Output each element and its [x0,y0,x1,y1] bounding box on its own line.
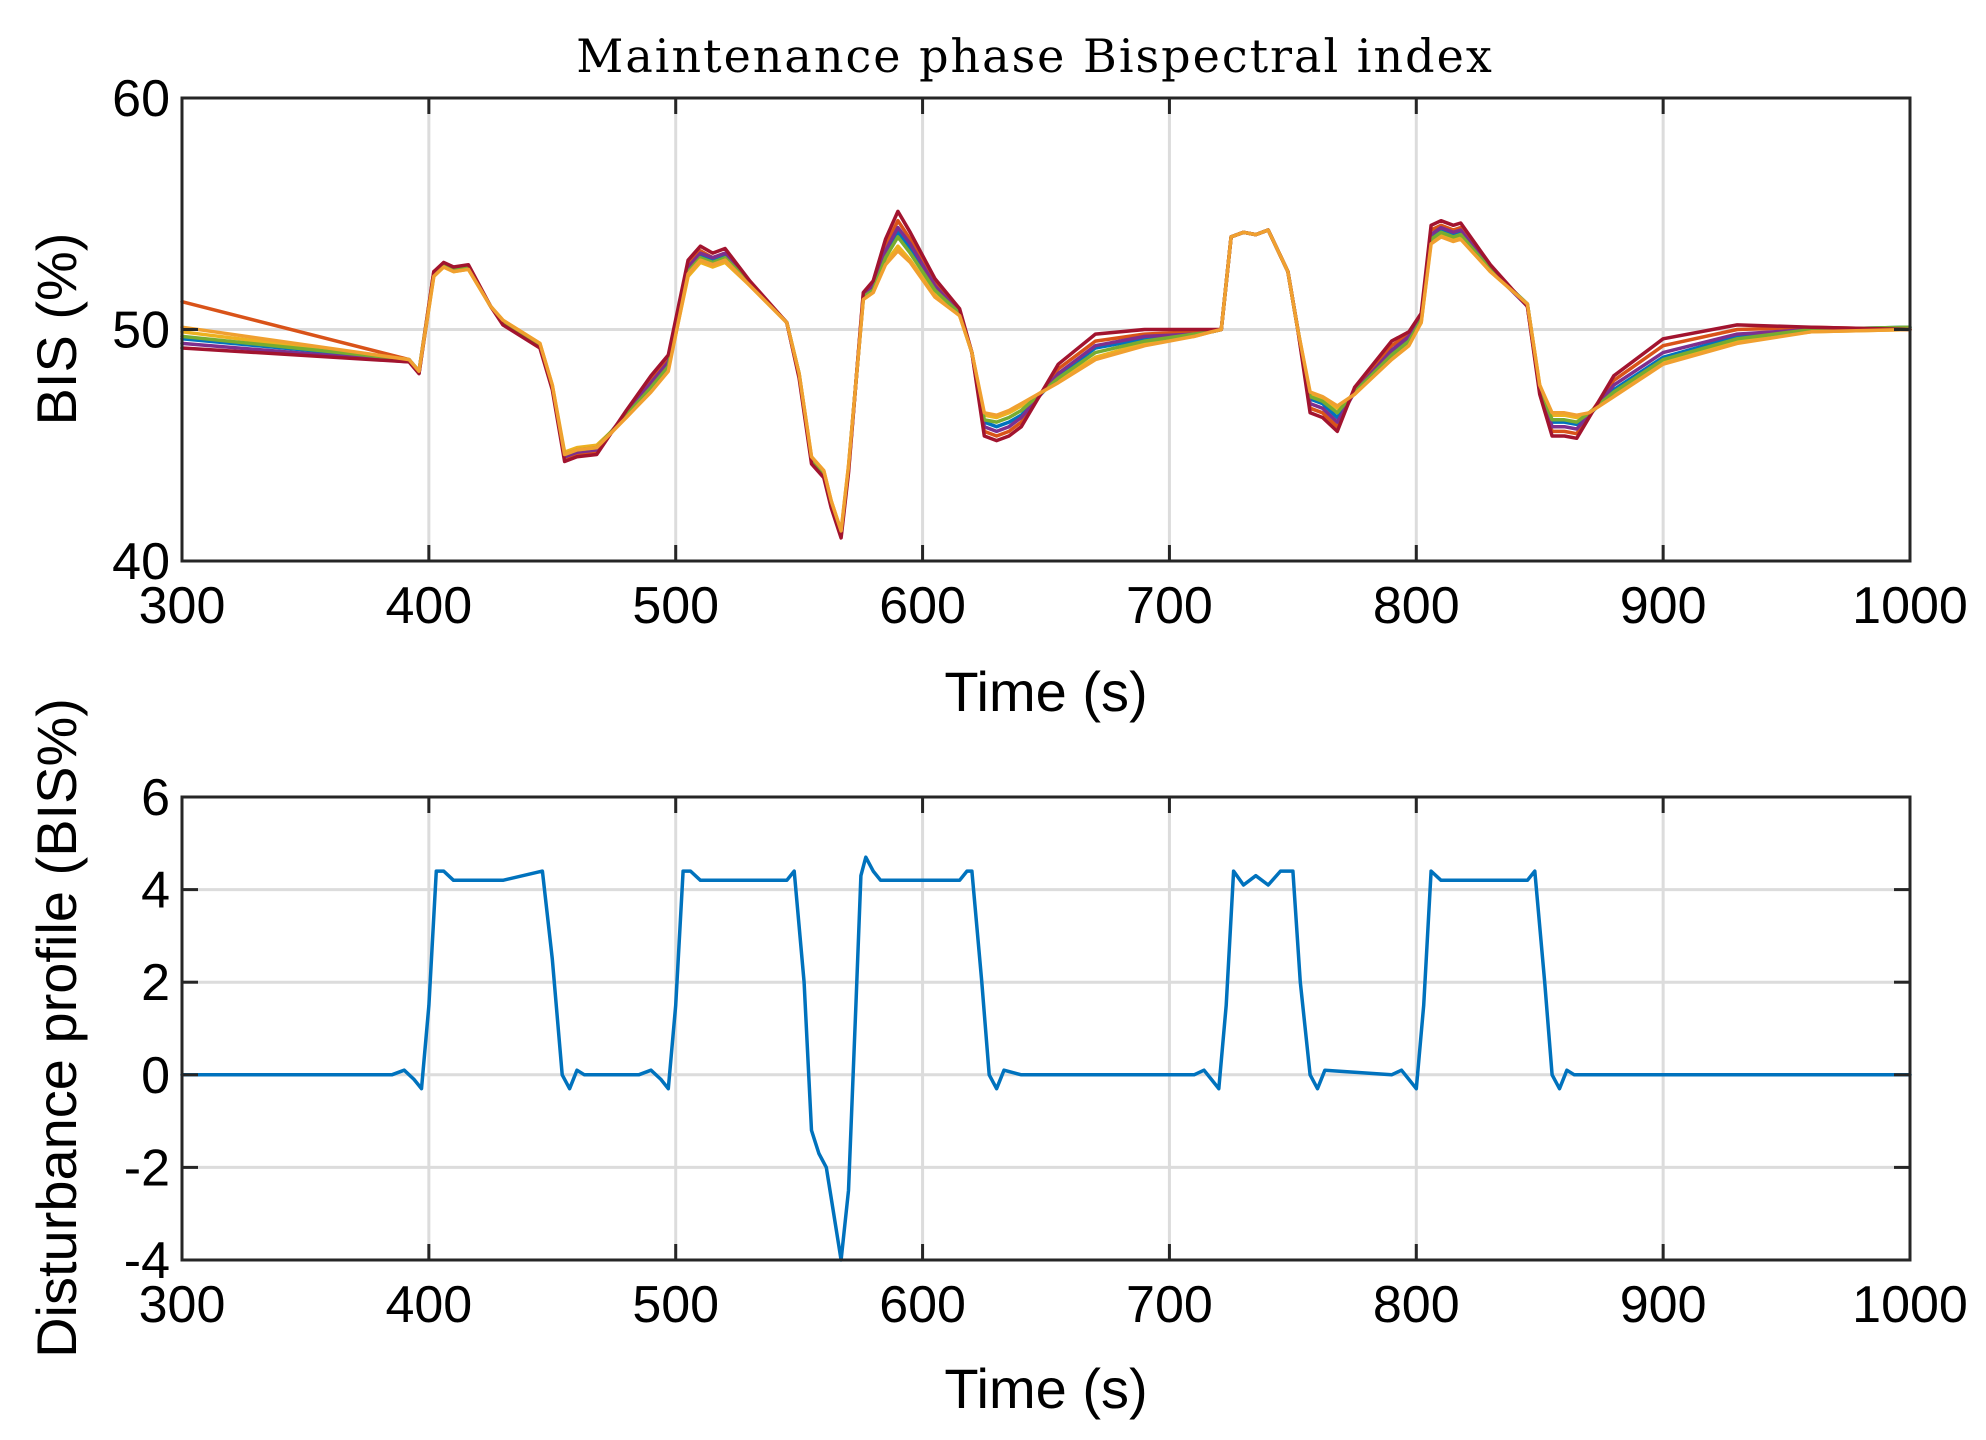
disturbance-y-tick-label: -4 [124,1232,170,1290]
bis-x-tick-label: 300 [139,577,226,635]
disturbance-chart: 300 400 500 600 700 800 900 1000 -4 -2 0 2 4 6 Time … [25,698,1968,1420]
bis-x-axis-label: Time (s) [944,660,1147,723]
bis-series-line-6 [180,209,1912,540]
bis-x-tick-label: 800 [1373,577,1460,635]
disturbance-y-tick-labels: -4 -2 0 2 4 6 [124,769,170,1290]
disturbance-x-axis-label: Time (s) [944,1357,1147,1420]
bis-series-line-3 [180,228,1912,533]
bis-chart: Maintenance phase Bispectral index 300 40… [25,29,1968,723]
disturbance-y-axis-label: Disturbance profile (BIS%) [25,698,88,1358]
disturbance-x-tick-label: 300 [139,1276,226,1334]
disturbance-ticks [180,795,1912,1262]
bis-series-line-7 [180,228,1912,533]
disturbance-y-tick-label: 0 [141,1047,170,1105]
bis-y-tick-label: 40 [112,533,170,591]
bis-x-tick-labels: 300 400 500 600 700 800 900 1000 [139,577,1968,635]
bis-y-axis-label: BIS (%) [25,233,88,426]
disturbance-y-tick-label: -2 [124,1139,170,1197]
bis-series-line-2 [180,218,1912,538]
disturbance-y-tick-label: 6 [141,769,170,827]
disturbance-x-tick-label: 800 [1373,1276,1460,1334]
bis-x-tick-label: 1000 [1852,577,1968,635]
bis-y-tick-labels: 40 50 60 [112,70,170,591]
disturbance-x-tick-labels: 300 400 500 600 700 800 900 1000 [139,1276,1968,1334]
bis-x-tick-label: 400 [385,577,472,635]
bis-x-tick-label: 700 [1126,577,1213,635]
disturbance-plot-frame [180,795,1912,1262]
bis-y-tick-label: 50 [112,302,170,360]
disturbance-x-tick-label: 500 [632,1276,719,1334]
bis-x-tick-label: 500 [632,577,719,635]
disturbance-x-tick-label: 700 [1126,1276,1213,1334]
disturbance-series-line-1 [180,855,1912,1262]
bis-series-group [180,209,1912,540]
bis-y-tick-label: 60 [112,70,170,128]
disturbance-y-tick-label: 4 [141,862,170,920]
disturbance-x-tick-label: 600 [879,1276,966,1334]
disturbance-x-tick-label: 1000 [1852,1276,1968,1334]
chart-title: Maintenance phase Bispectral index [576,29,1494,83]
disturbance-x-tick-label: 900 [1620,1276,1707,1334]
bis-x-tick-label: 900 [1620,577,1707,635]
bis-x-tick-label: 600 [879,577,966,635]
bis-series-line-4 [180,225,1912,535]
disturbance-series-group [180,855,1912,1262]
disturbance-x-tick-label: 400 [385,1276,472,1334]
bis-ticks [180,96,1912,563]
disturbance-y-tick-label: 2 [141,954,170,1012]
